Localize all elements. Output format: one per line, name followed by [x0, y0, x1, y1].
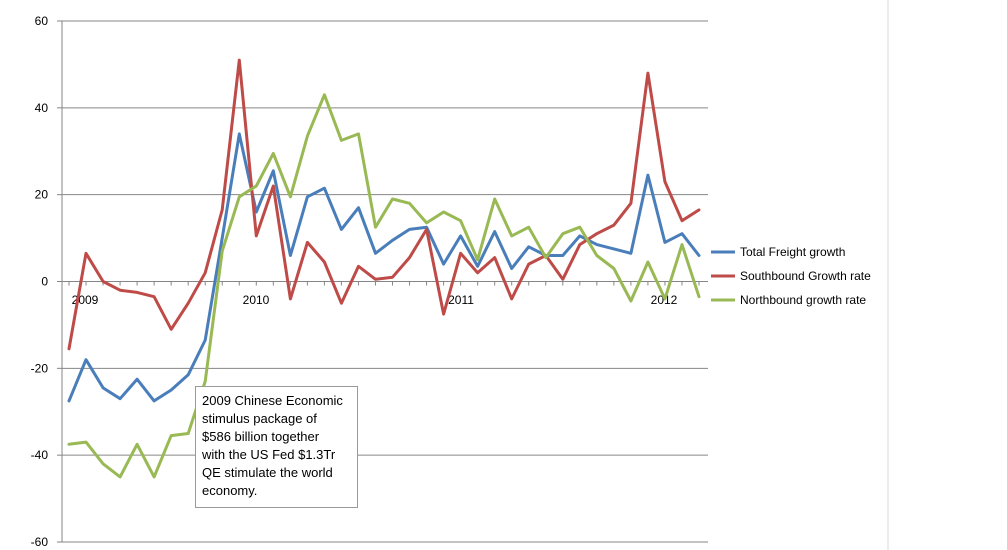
annotation-line: 2009 Chinese Economic [202, 393, 343, 408]
annotation-line: economy. [202, 483, 258, 498]
y-tick-label: -20 [31, 361, 49, 375]
y-tick-label: 40 [35, 101, 49, 115]
gridlines [57, 20, 708, 543]
series-line-2 [67, 93, 701, 479]
annotation-line: QE stimulate the world [202, 465, 333, 480]
y-tick-label: -40 [31, 448, 49, 462]
legend-label: Southbound Growth rate [740, 269, 871, 283]
annotation-line: with the US Fed $1.3Tr [202, 447, 336, 462]
annotation-line: stimulus package of [202, 411, 317, 426]
y-tick-label: 20 [35, 188, 49, 202]
annotation-line: $586 billion together [202, 429, 320, 444]
x-tick-label: 2011 [448, 293, 474, 307]
y-tick-label: 0 [41, 275, 48, 289]
series-line-0 [67, 132, 701, 403]
legend: Total Freight growth Southbound Growth ra… [711, 245, 871, 307]
series-lines [67, 58, 701, 479]
legend-label: Northbound growth rate [740, 293, 866, 307]
legend-label: Total Freight growth [740, 245, 845, 259]
y-tick-label: -60 [31, 535, 49, 549]
series-line-1 [67, 58, 701, 351]
x-tick-label: 2010 [243, 293, 270, 307]
y-tick-label: 60 [35, 14, 49, 28]
annotation-callout: 2009 Chinese Economic stimulus package o… [195, 386, 358, 508]
chart-area [0, 0, 888, 550]
y-axis-tick-labels: 60 40 20 0 -20 -40 -60 [31, 14, 49, 549]
